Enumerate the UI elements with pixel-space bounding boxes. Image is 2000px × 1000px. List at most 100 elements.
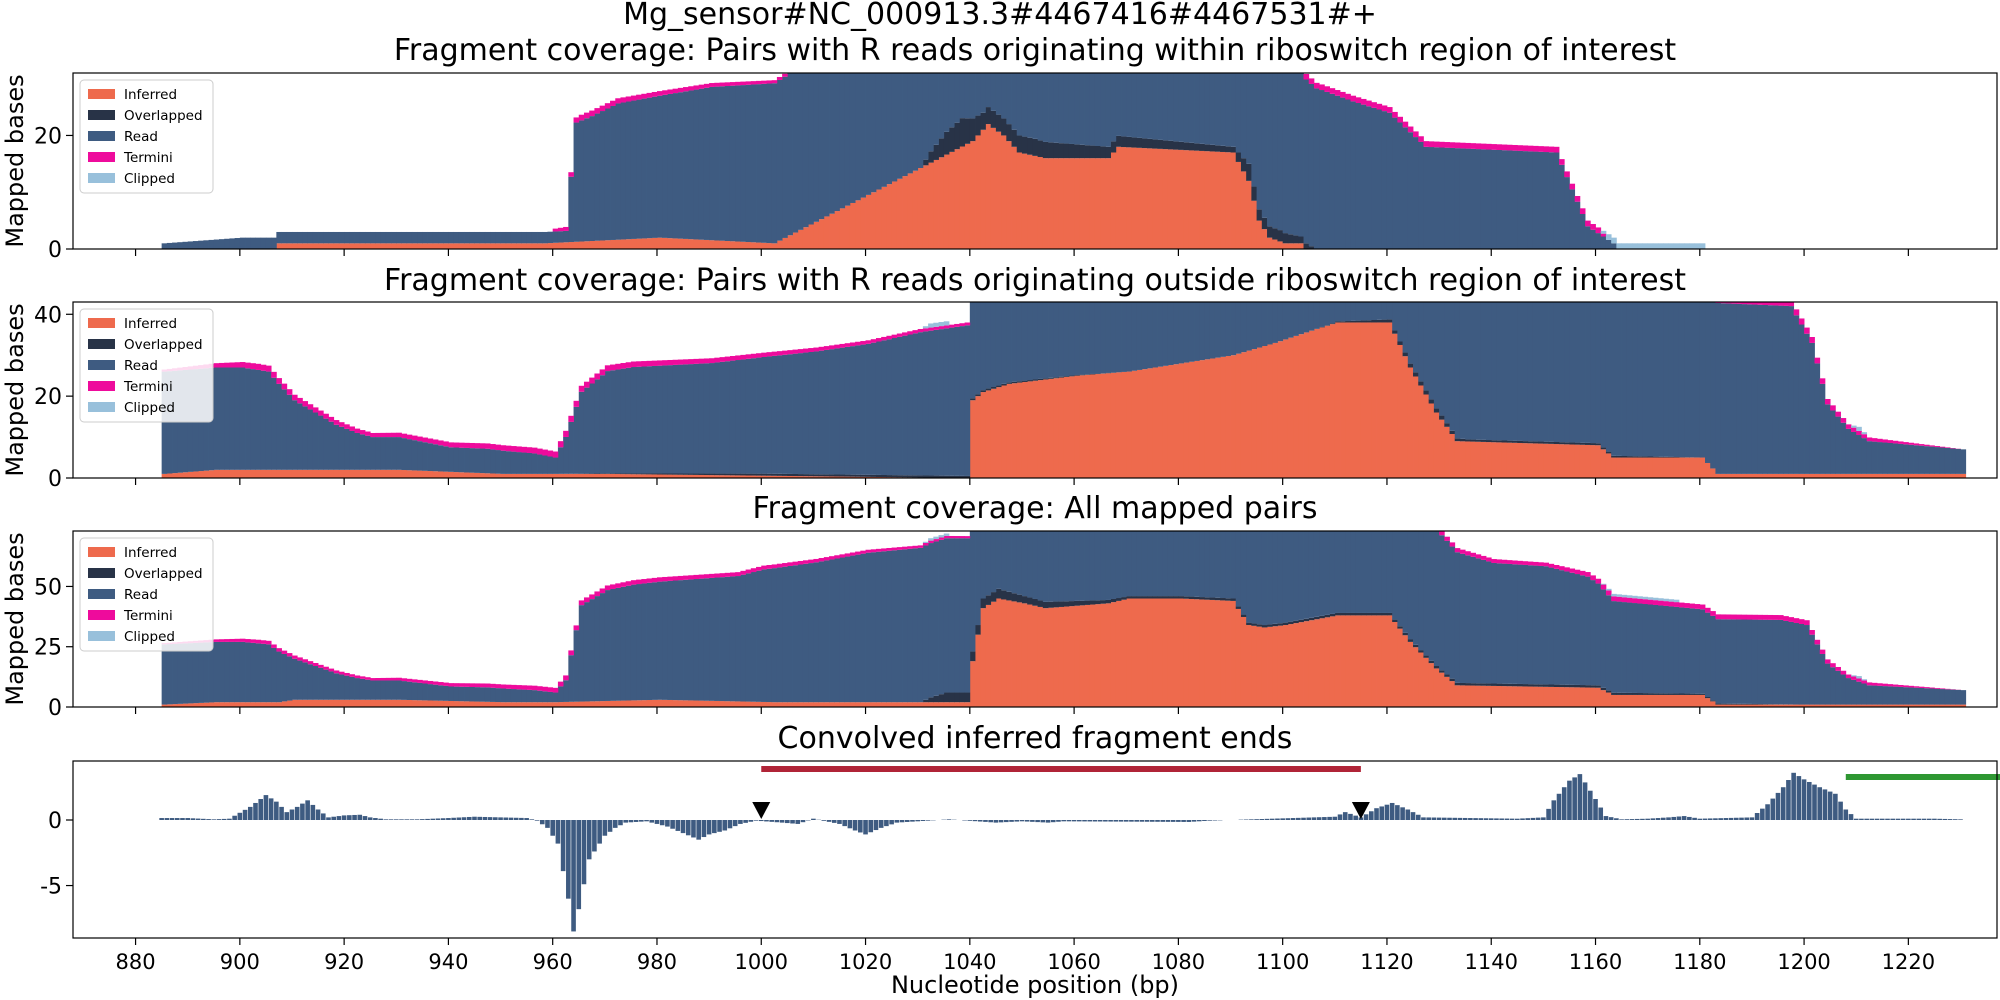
area-bar <box>1136 147 1143 249</box>
area-bar <box>844 205 851 249</box>
area-bar <box>1152 531 1158 597</box>
area-bar <box>1386 319 1393 323</box>
area-bar <box>1235 152 1242 162</box>
area-bar <box>1439 147 1445 249</box>
area-bar <box>1209 531 1216 598</box>
area-bar <box>469 683 475 687</box>
area-bar <box>1053 601 1059 608</box>
area-bar <box>750 358 757 474</box>
area-bar <box>886 702 893 707</box>
area-bar <box>208 470 215 478</box>
area-bar <box>1470 685 1476 707</box>
area-bar <box>1027 531 1033 598</box>
area-bar <box>344 424 350 429</box>
area-bar <box>453 243 460 249</box>
area-bar <box>677 359 684 365</box>
area-bar <box>985 390 992 478</box>
area-bar <box>740 570 747 575</box>
conv-bar <box>1687 816 1692 820</box>
area-bar <box>881 702 887 707</box>
area-bar <box>750 475 757 478</box>
area-bar <box>1162 140 1169 150</box>
area-bar <box>1141 302 1148 370</box>
area-bar <box>1319 90 1325 249</box>
area-bar <box>1183 73 1190 143</box>
conv-bar <box>1139 820 1145 822</box>
area-bar <box>1439 535 1445 671</box>
area-bar <box>583 701 590 707</box>
area-bar <box>1559 684 1565 688</box>
area-bar <box>1605 451 1612 454</box>
area-bar <box>839 474 846 477</box>
area-bar <box>370 699 376 707</box>
conv-bar <box>1202 820 1207 821</box>
y-tick-label: 40 <box>34 303 62 328</box>
area-bar <box>1397 531 1403 627</box>
conv-bar <box>1056 820 1061 822</box>
area-bar <box>818 346 825 351</box>
area-bar <box>1371 102 1377 108</box>
area-bar <box>829 476 835 478</box>
area-bar <box>385 437 392 470</box>
area-bar <box>1423 394 1430 478</box>
area-bar <box>912 73 919 171</box>
area-bar <box>1496 302 1503 441</box>
area-bar <box>1355 103 1362 249</box>
area-bar <box>1074 375 1080 478</box>
area-bar <box>1465 685 1471 707</box>
area-bar <box>578 473 585 478</box>
area-bar <box>750 701 757 707</box>
conv-bar <box>461 817 467 820</box>
legend-label: Overlapped <box>124 337 203 353</box>
area-bar <box>693 89 700 240</box>
area-bar <box>1001 385 1007 478</box>
conv-bar <box>1275 818 1280 820</box>
area-bar <box>1220 302 1226 357</box>
area-bar <box>177 242 183 249</box>
area-bar <box>709 358 715 364</box>
area-bar <box>1214 73 1221 146</box>
area-bar <box>417 682 423 701</box>
area-bar <box>771 564 778 569</box>
area-bar <box>975 625 981 635</box>
area-bar <box>260 370 267 470</box>
area-bar <box>625 473 632 475</box>
area-bar <box>568 415 574 422</box>
area-bar <box>1918 445 1925 474</box>
area-bar <box>1126 136 1132 148</box>
area-bar <box>709 700 715 707</box>
area-bar <box>1746 614 1753 620</box>
area-bar <box>495 243 501 249</box>
area-bar <box>1173 302 1179 365</box>
area-bar <box>239 641 246 703</box>
area-bar <box>1329 323 1336 325</box>
area-bar <box>1538 146 1544 152</box>
area-bar <box>328 668 335 672</box>
area-bar <box>224 639 230 642</box>
area-bar <box>1282 243 1289 249</box>
area-bar <box>192 471 199 478</box>
area-bar <box>265 371 272 470</box>
area-bar <box>255 643 262 703</box>
area-bar <box>891 73 898 182</box>
area-bar <box>1725 302 1732 304</box>
area-bar <box>1360 302 1367 321</box>
area-bar <box>1011 381 1018 384</box>
area-bar <box>1167 598 1174 707</box>
conv-bar <box>1176 820 1181 822</box>
area-bar <box>761 565 767 570</box>
area-bar <box>344 675 350 700</box>
area-bar <box>630 474 637 478</box>
area-bar <box>787 702 793 707</box>
area-bar <box>636 94 642 100</box>
area-bar <box>1115 531 1122 599</box>
conv-bar <box>1061 820 1066 822</box>
conv-bar <box>435 818 441 820</box>
area-bar <box>1506 150 1513 249</box>
area-bar <box>250 469 256 478</box>
area-bar <box>359 243 366 249</box>
area-bar <box>464 442 470 448</box>
area-bar <box>969 118 976 142</box>
area-bar <box>1131 531 1138 597</box>
area-bar <box>1939 688 1946 690</box>
